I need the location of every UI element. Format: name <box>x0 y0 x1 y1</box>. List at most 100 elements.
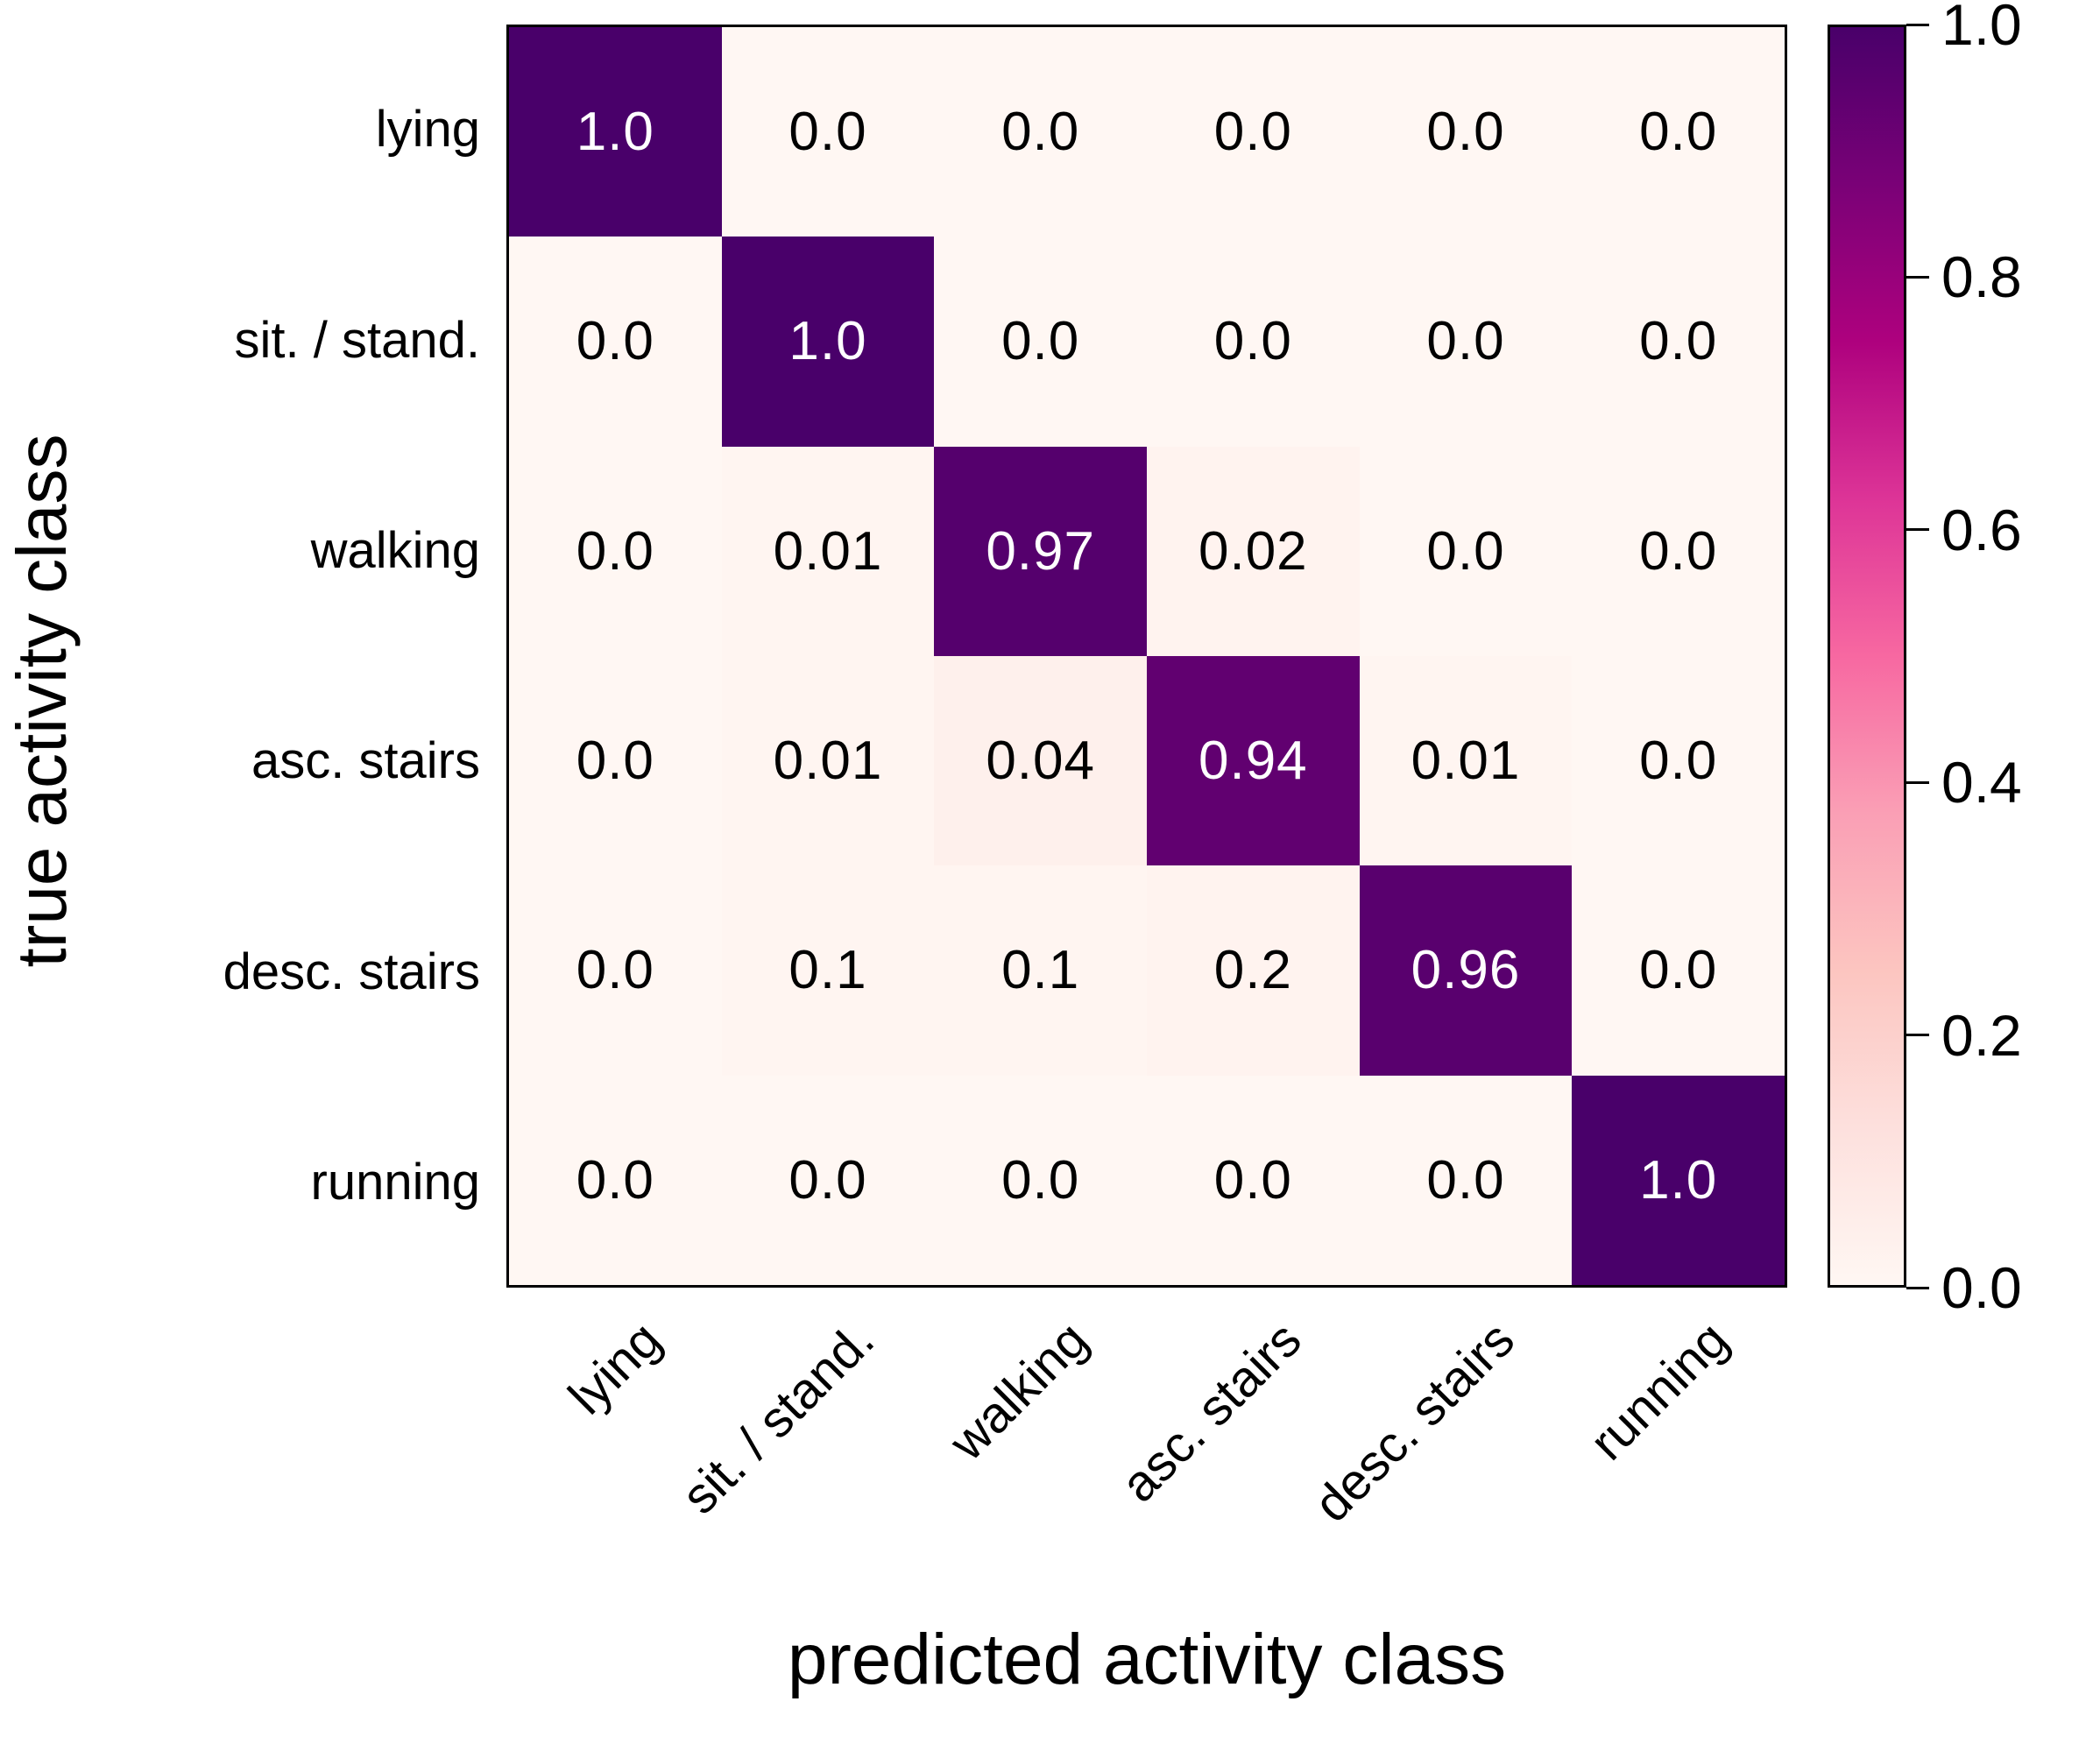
heatmap-cell-value: 0.2 <box>1213 940 1292 1001</box>
x-tick-label-text: asc. stairs <box>1109 1310 1312 1514</box>
heatmap-cell-r4c5: 0.0 <box>1572 865 1785 1076</box>
heatmap-cell-r5c0: 0.0 <box>509 1075 722 1285</box>
heatmap-cell-r3c5: 0.0 <box>1572 655 1785 866</box>
heatmap-cell-r3c1: 0.01 <box>721 655 935 866</box>
heatmap-cell-r4c0: 0.0 <box>509 865 722 1076</box>
x-axis-title: predicted activity class <box>787 1620 1507 1699</box>
heatmap-cell-r3c3: 0.94 <box>1147 655 1360 866</box>
heatmap-cell-value: 0.0 <box>788 102 867 163</box>
colorbar-tick <box>1906 780 1929 784</box>
colorbar-tick-label-2: 0.6 <box>1941 497 2022 562</box>
confusion-matrix-heatmap: 1.0 0.0 0.0 0.0 0.0 0.0 0.0 1.0 0.0 0.0 0.0 0.0 0.0 0… <box>506 25 1787 1288</box>
heatmap-cell-value: 0.1 <box>1001 940 1080 1001</box>
colorbar-tick-label-1: 0.8 <box>1941 244 2022 310</box>
colorbar-tick-label-0: 1.0 <box>1941 0 2022 57</box>
heatmap-cell-value: 0.1 <box>788 940 867 1001</box>
x-tick-label-text: lying <box>557 1310 672 1426</box>
heatmap-cell-r5c1: 0.0 <box>721 1075 935 1285</box>
heatmap-cell-r1c3: 0.0 <box>1147 237 1360 447</box>
heatmap-cell-value: 0.0 <box>1639 311 1718 372</box>
heatmap-cell-r5c4: 0.0 <box>1359 1075 1573 1285</box>
heatmap-cell-value: 0.0 <box>1213 311 1292 372</box>
heatmap-cell-r1c5: 0.0 <box>1572 237 1785 447</box>
y-tick-label-5: running <box>310 1153 480 1211</box>
colorbar-tick-label-4: 0.2 <box>1941 1002 2022 1068</box>
heatmap-cell-r3c4: 0.01 <box>1359 655 1573 866</box>
heatmap-cell-r0c2: 0.0 <box>934 27 1147 237</box>
heatmap-cell-value: 0.0 <box>1213 1149 1292 1211</box>
heatmap-cell-value: 0.0 <box>1639 102 1718 163</box>
heatmap-cell-r2c2: 0.97 <box>934 446 1147 656</box>
heatmap-cell-value: 0.0 <box>1001 311 1080 372</box>
heatmap-cell-r0c5: 0.0 <box>1572 27 1785 237</box>
heatmap-cell-value: 0.0 <box>1639 731 1718 792</box>
heatmap-cell-r2c0: 0.0 <box>509 446 722 656</box>
heatmap-cell-r3c0: 0.0 <box>509 655 722 866</box>
heatmap-cell-value: 0.0 <box>1426 311 1505 372</box>
heatmap-cell-value: 0.01 <box>773 520 883 582</box>
heatmap-cell-value: 0.97 <box>986 520 1095 582</box>
heatmap-cell-value: 1.0 <box>576 102 654 163</box>
heatmap-cell-value: 1.0 <box>1639 1149 1718 1211</box>
x-tick-label-text: sit. / stand. <box>670 1310 886 1525</box>
heatmap-cell-r2c5: 0.0 <box>1572 446 1785 656</box>
heatmap-cell-r5c5: 1.0 <box>1572 1075 1785 1285</box>
heatmap-cell-r1c2: 0.0 <box>934 237 1147 447</box>
heatmap-cell-r2c1: 0.01 <box>721 446 935 656</box>
colorbar-tick-label-5: 0.0 <box>1941 1255 2022 1320</box>
heatmap-cell-value: 0.01 <box>773 731 883 792</box>
heatmap-cell-value: 0.0 <box>576 1149 654 1211</box>
heatmap-cell-value: 0.0 <box>1426 102 1505 163</box>
colorbar-tick <box>1906 528 1929 532</box>
heatmap-cell-r4c2: 0.1 <box>934 865 1147 1076</box>
heatmap-cell-value: 0.0 <box>576 520 654 582</box>
heatmap-cell-value: 0.04 <box>986 731 1095 792</box>
x-tick-label-text: running <box>1579 1310 1739 1472</box>
heatmap-cell-r4c3: 0.2 <box>1147 865 1360 1076</box>
y-tick-label-3: asc. stairs <box>251 732 480 790</box>
colorbar-tick <box>1906 1034 1929 1037</box>
colorbar-tick <box>1906 1286 1929 1289</box>
heatmap-cell-r2c4: 0.0 <box>1359 446 1573 656</box>
y-tick-label-1: sit. / stand. <box>234 311 480 369</box>
heatmap-cell-r0c1: 0.0 <box>721 27 935 237</box>
heatmap-cell-r2c3: 0.02 <box>1147 446 1360 656</box>
heatmap-cell-value: 0.0 <box>576 311 654 372</box>
colorbar-tick <box>1906 23 1929 26</box>
colorbar-tick-label-3: 0.4 <box>1941 750 2022 816</box>
heatmap-cell-value: 0.01 <box>1411 731 1521 792</box>
y-tick-label-2: walking <box>310 521 480 579</box>
heatmap-cell-r4c4: 0.96 <box>1359 865 1573 1076</box>
heatmap-cell-r0c3: 0.0 <box>1147 27 1360 237</box>
heatmap-cell-value: 0.02 <box>1198 520 1308 582</box>
heatmap-cell-value: 0.0 <box>1426 1149 1505 1211</box>
colorbar-tick <box>1906 275 1929 279</box>
heatmap-cell-r4c1: 0.1 <box>721 865 935 1076</box>
heatmap-cell-value: 0.0 <box>576 731 654 792</box>
heatmap-cell-value: 0.94 <box>1198 731 1308 792</box>
colorbar-gradient <box>1828 25 1906 1288</box>
heatmap-cell-value: 0.96 <box>1411 940 1521 1001</box>
x-tick-label-text: desc. stairs <box>1303 1310 1526 1534</box>
heatmap-cell-value: 0.0 <box>1639 940 1718 1001</box>
heatmap-cell-value: 1.0 <box>788 311 867 372</box>
heatmap-cell-r5c2: 0.0 <box>934 1075 1147 1285</box>
heatmap-cell-r0c0: 1.0 <box>509 27 722 237</box>
heatmap-cell-value: 0.0 <box>1639 520 1718 582</box>
y-tick-label-0: lying <box>375 101 480 159</box>
heatmap-cell-r5c3: 0.0 <box>1147 1075 1360 1285</box>
x-tick-label-text: walking <box>938 1310 1099 1472</box>
heatmap-cell-r1c4: 0.0 <box>1359 237 1573 447</box>
heatmap-cell-r3c2: 0.04 <box>934 655 1147 866</box>
heatmap-cell-value: 0.0 <box>1001 102 1080 163</box>
heatmap-cell-value: 0.0 <box>1001 1149 1080 1211</box>
y-tick-label-4: desc. stairs <box>223 943 480 1000</box>
heatmap-cell-r1c0: 0.0 <box>509 237 722 447</box>
heatmap-cell-r0c4: 0.0 <box>1359 27 1573 237</box>
heatmap-cell-value: 0.0 <box>1426 520 1505 582</box>
heatmap-cell-value: 0.0 <box>1213 102 1292 163</box>
heatmap-cell-value: 0.0 <box>788 1149 867 1211</box>
heatmap-cell-value: 0.0 <box>576 940 654 1001</box>
heatmap-cell-r1c1: 1.0 <box>721 237 935 447</box>
